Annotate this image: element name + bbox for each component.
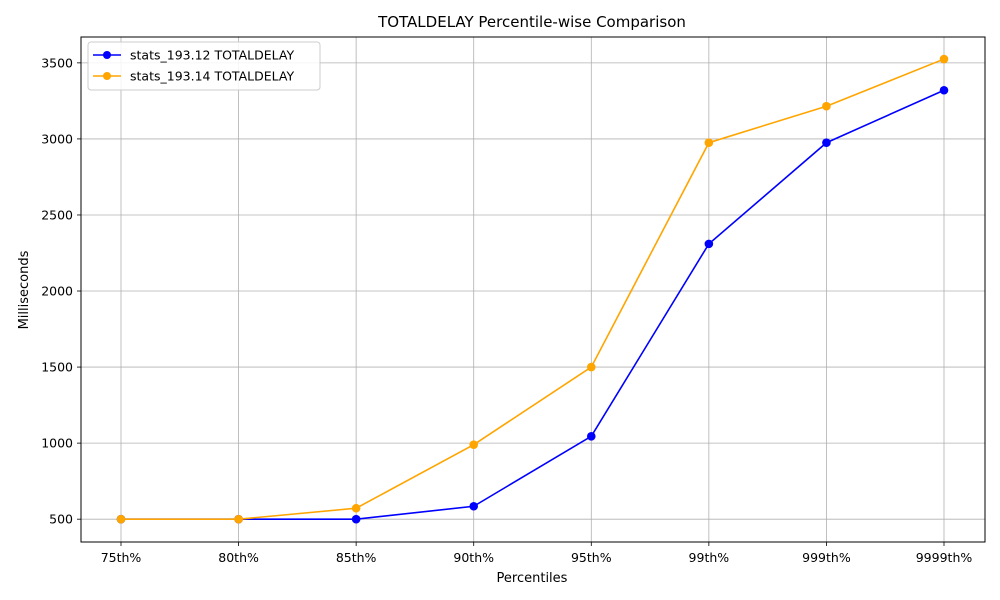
x-tick-label: 90th% [453, 550, 494, 565]
data-point [469, 440, 479, 449]
series-0 [116, 85, 949, 524]
data-point [469, 501, 479, 511]
x-tick-label: 80th% [218, 550, 259, 565]
x-tick-label: 99th% [689, 550, 730, 565]
y-tick-label: 1000 [41, 436, 73, 451]
series-lines [116, 54, 949, 524]
y-axis-ticks: 500 1000 1500 2000 2500 3000 3500 [41, 55, 81, 527]
legend-label-1: stats_193.14 TOTALDELAY [130, 69, 294, 84]
data-point [351, 514, 361, 524]
data-point [939, 85, 949, 95]
data-point [586, 431, 596, 441]
legend-box [87, 41, 321, 91]
y-tick-label: 2500 [41, 207, 73, 222]
x-axis-ticks: 75th% 80th% 85th% 90th% 95th% 99th% 999th% 9999… [101, 542, 973, 565]
series-line [121, 58, 945, 520]
y-tick-label: 3500 [41, 55, 73, 70]
legend-swatch-marker-0 [103, 51, 111, 59]
data-point [586, 362, 596, 372]
data-point [822, 138, 831, 148]
plot-frame [80, 36, 986, 543]
x-tick-label: 999th% [802, 550, 851, 565]
grid [81, 37, 985, 542]
y-tick-label: 3000 [41, 131, 73, 146]
data-point [704, 138, 714, 148]
legend-label-0: stats_193.12 TOTALDELAY [130, 48, 294, 63]
x-tick-label: 75th% [101, 550, 142, 565]
series-1 [116, 54, 949, 524]
y-axis-label: Milliseconds [17, 250, 32, 329]
y-tick-label: 2000 [41, 284, 73, 299]
legend: stats_193.12 TOTALDELAY stats_193.14 TOT… [87, 41, 321, 91]
y-tick-label: 1500 [41, 360, 73, 375]
y-tick-label: 500 [49, 512, 73, 527]
x-axis-label: Percentiles [497, 571, 568, 586]
series-line [121, 89, 945, 520]
data-point [234, 514, 243, 524]
data-point [351, 503, 361, 513]
x-tick-label: 85th% [336, 550, 377, 565]
data-point [704, 239, 714, 249]
x-tick-label: 9999th% [916, 550, 973, 565]
x-tick-label: 95th% [571, 550, 612, 565]
data-point [939, 54, 949, 64]
legend-swatch-marker-1 [103, 72, 111, 80]
data-point [822, 101, 831, 111]
data-point [116, 514, 126, 524]
chart-title: TOTALDELAY Percentile-wise Comparison [377, 13, 686, 31]
